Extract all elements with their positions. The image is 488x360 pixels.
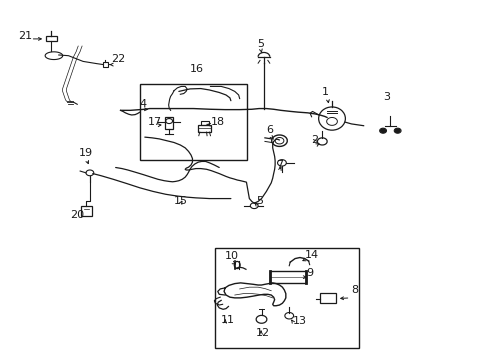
Bar — [198, 125, 211, 132]
Bar — [102, 63, 108, 67]
Text: 20: 20 — [70, 210, 84, 220]
Bar — [140, 84, 246, 160]
Text: 4: 4 — [139, 99, 146, 109]
Text: 13: 13 — [292, 316, 306, 326]
Text: 2: 2 — [311, 135, 318, 145]
Text: 8: 8 — [351, 285, 358, 295]
Text: 9: 9 — [305, 268, 312, 278]
Text: 19: 19 — [79, 148, 93, 158]
Text: 16: 16 — [190, 64, 203, 74]
Text: 7: 7 — [276, 160, 283, 170]
Text: 5: 5 — [257, 39, 264, 49]
Text: 3: 3 — [382, 92, 389, 102]
Text: 1: 1 — [322, 87, 328, 97]
Text: 12: 12 — [256, 328, 270, 338]
Bar — [215, 248, 358, 348]
Text: 14: 14 — [305, 250, 319, 260]
Bar — [320, 293, 335, 303]
Bar — [165, 117, 173, 129]
Text: 5: 5 — [256, 196, 263, 206]
Circle shape — [380, 129, 385, 132]
Bar — [81, 206, 92, 216]
Bar — [46, 36, 57, 41]
Text: 10: 10 — [224, 251, 239, 261]
Text: 22: 22 — [111, 54, 125, 64]
Text: 17: 17 — [148, 117, 162, 127]
Text: 6: 6 — [266, 125, 273, 135]
Bar — [269, 271, 306, 283]
Text: 21: 21 — [19, 31, 33, 41]
Text: 11: 11 — [221, 315, 235, 325]
Bar — [201, 121, 208, 125]
Text: 15: 15 — [174, 196, 187, 206]
Circle shape — [394, 129, 399, 132]
Text: 18: 18 — [210, 117, 224, 127]
